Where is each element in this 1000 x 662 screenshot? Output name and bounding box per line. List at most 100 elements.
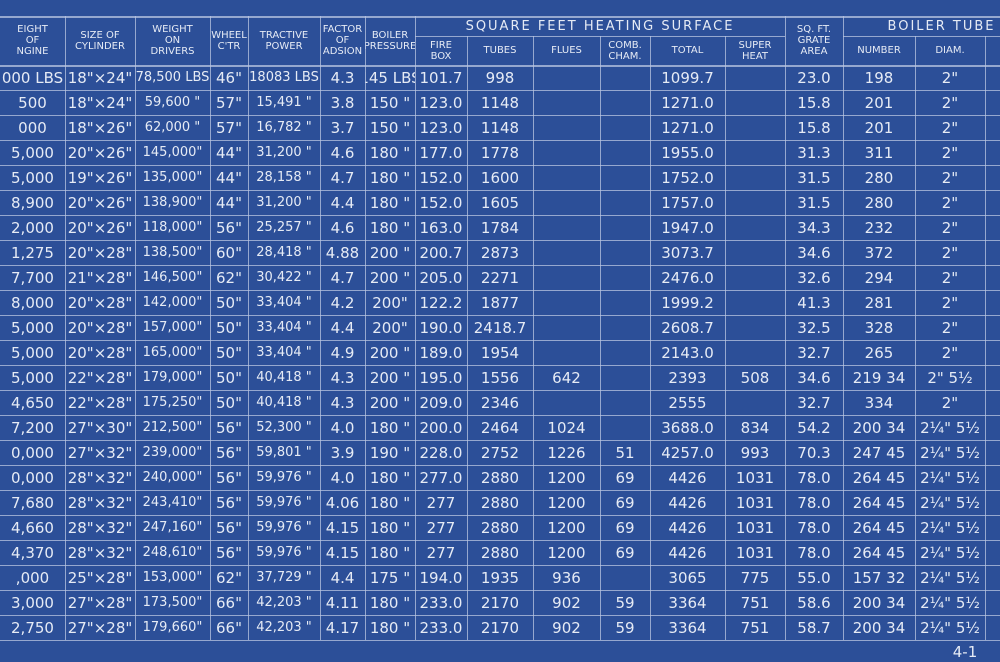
- table-cell: 4.9: [330, 343, 355, 362]
- rule: [0, 16, 1000, 18]
- rule: [415, 16, 416, 640]
- table-cell: 2880: [480, 518, 520, 537]
- table-cell: 4.3: [330, 68, 355, 87]
- table-cell: 2873: [480, 243, 520, 262]
- rule: [0, 265, 1000, 266]
- table-cell: 2¼" 5½: [920, 418, 980, 437]
- table-cell: 78.0: [797, 518, 831, 537]
- table-cell: [533, 165, 600, 190]
- table-cell: 4.15: [325, 518, 360, 537]
- table-cell: 146,500": [142, 270, 203, 285]
- table-cell: 2": [941, 318, 959, 337]
- rule: [0, 365, 1000, 366]
- table-cell: 201: [864, 93, 894, 112]
- table-cell: [533, 190, 600, 215]
- table-cell: 138,900": [142, 195, 203, 210]
- rule: [0, 165, 1000, 166]
- rule: [650, 36, 651, 640]
- table-cell: 2": [941, 268, 959, 287]
- table-cell: [533, 140, 600, 165]
- table-cell: 200 ": [369, 393, 411, 412]
- table-cell: 642: [552, 368, 581, 387]
- rule: [135, 16, 136, 640]
- table-cell: 2": [941, 168, 959, 187]
- rule: [0, 465, 1000, 466]
- table-cell: 7,200: [11, 418, 54, 437]
- table-cell: 000: [18, 118, 47, 137]
- table-cell: 000 LBS: [1, 68, 64, 87]
- table-cell: 157,000": [142, 320, 203, 335]
- header-line: AREA: [800, 46, 828, 57]
- column-header: SQ. FT. GRATE AREA: [785, 16, 843, 65]
- table-cell: 247,160": [142, 520, 203, 535]
- table-cell: 200 ": [369, 368, 411, 387]
- table-cell: 4.11: [325, 593, 360, 612]
- table-cell: 78.0: [797, 543, 831, 562]
- rule: [210, 16, 211, 640]
- table-cell: 16,782 ": [256, 120, 312, 135]
- table-cell: 55.0: [797, 568, 831, 587]
- table-cell: 44": [216, 143, 242, 162]
- table-cell: 59,976 ": [256, 470, 312, 485]
- table-cell: 277: [426, 543, 456, 562]
- table-cell: 60": [216, 243, 242, 262]
- table-cell: 2143.0: [661, 343, 714, 362]
- table-cell: 28"×32": [67, 493, 133, 512]
- table-cell: 4.6: [330, 218, 355, 237]
- group-header: SQUARE FEET HEATING SURFACE: [465, 18, 735, 34]
- table-cell: 0,000: [11, 443, 54, 462]
- table-cell: 32.6: [797, 268, 831, 287]
- header-line: SIZE OF: [80, 29, 120, 41]
- table-cell: 56": [216, 493, 242, 512]
- table-cell: 1271.0: [661, 118, 714, 137]
- table-cell: [725, 265, 785, 290]
- table-cell: [725, 315, 785, 340]
- table-cell: 59,976 ": [256, 495, 312, 510]
- rule: [985, 36, 986, 640]
- table-cell: 2880: [480, 493, 520, 512]
- table-cell: 1200: [547, 543, 586, 562]
- table-cell: [600, 290, 650, 315]
- header-line: DIAM.: [935, 45, 965, 56]
- table-cell: 200 34: [852, 618, 906, 637]
- table-cell: 69: [615, 493, 635, 512]
- rule: [0, 290, 1000, 291]
- table-cell: 2": [941, 343, 959, 362]
- table-cell: 69: [615, 468, 635, 487]
- table-cell: 4.2: [330, 293, 355, 312]
- table-cell: 34.3: [797, 218, 831, 237]
- header-line: COMB.: [608, 39, 642, 51]
- table-cell: 57": [216, 93, 242, 112]
- table-cell: 200 34: [852, 418, 906, 437]
- rule: [0, 115, 1000, 116]
- table-cell: 200.0: [419, 418, 463, 437]
- table-cell: 228.0: [419, 443, 463, 462]
- table-cell: ,000: [15, 568, 50, 587]
- table-cell: 56": [216, 418, 242, 437]
- table-cell: 78.0: [797, 468, 831, 487]
- table-cell: 194.0: [419, 568, 463, 587]
- table-cell: 264 45: [852, 468, 906, 487]
- rule: [0, 490, 1000, 491]
- table-cell: 4426: [668, 518, 707, 537]
- table-cell: 2555: [668, 393, 707, 412]
- table-cell: 32.7: [797, 343, 831, 362]
- table-cell: 18083 LBS: [249, 70, 319, 85]
- table-cell: 153,000": [142, 570, 203, 585]
- rule: [915, 36, 916, 640]
- header-line: ON: [164, 35, 181, 46]
- table-cell: 44": [216, 168, 242, 187]
- table-cell: 1031: [735, 543, 775, 562]
- table-cell: [725, 115, 785, 140]
- table-cell: [533, 390, 600, 415]
- table-cell: 1226: [547, 443, 586, 462]
- table-cell: 165,000": [142, 345, 203, 360]
- table-cell: 0,000: [11, 468, 54, 487]
- table-cell: 2": [941, 293, 959, 312]
- table-cell: 28,418 ": [256, 245, 312, 260]
- rule: [0, 315, 1000, 316]
- table-cell: 51: [615, 443, 635, 462]
- table-cell: 41.3: [797, 293, 831, 312]
- table-cell: 4.0: [330, 468, 355, 487]
